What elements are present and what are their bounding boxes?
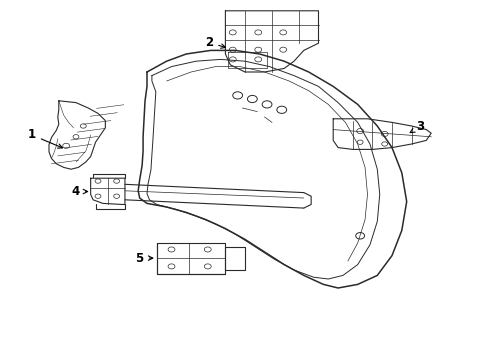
Text: 4: 4 <box>72 185 88 198</box>
Text: 5: 5 <box>136 252 153 265</box>
Text: 3: 3 <box>410 120 424 133</box>
Text: 1: 1 <box>28 129 62 148</box>
Text: 2: 2 <box>205 36 225 49</box>
